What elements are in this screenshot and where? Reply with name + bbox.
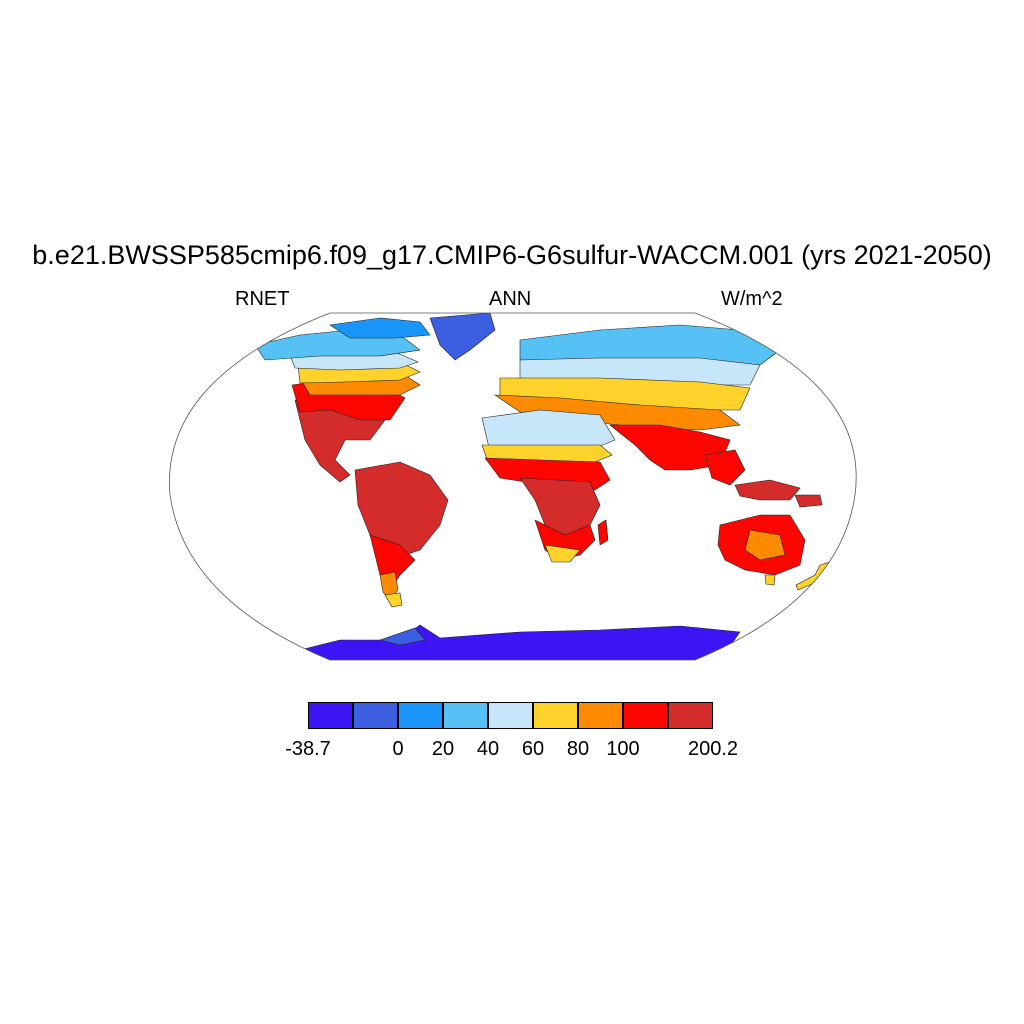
colorbar-swatch	[668, 702, 713, 729]
greenland	[429, 313, 496, 361]
colorbar-swatch	[578, 702, 623, 729]
south-america-north	[354, 461, 449, 561]
tasmania	[764, 574, 776, 586]
new-guinea	[794, 494, 823, 508]
land-masses	[254, 313, 831, 660]
arctic-islands	[329, 317, 431, 339]
colorbar-tick-label: 20	[431, 738, 455, 760]
antarctic-peninsula	[378, 627, 426, 646]
australia-interior	[744, 529, 786, 561]
colorbar-tick-label: 40	[476, 738, 500, 760]
season-label: ANN	[489, 288, 532, 310]
south-africa-tip	[544, 544, 581, 563]
south-asia	[609, 424, 731, 471]
colorbar-swatch	[623, 702, 668, 729]
colorbar-tick-label: 80	[566, 738, 590, 760]
plot-title: b.e21.BWSSP585cmip6.f09_g17.CMIP6-G6sulf…	[32, 240, 992, 270]
new-zealand	[795, 561, 831, 591]
map-border	[169, 312, 857, 661]
colorbar-swatch	[443, 702, 488, 729]
colorbar-swatch	[308, 702, 353, 729]
colorbar-swatch	[353, 702, 398, 729]
colorbar-tick-label: 0	[392, 738, 404, 760]
colorbar-tick-label: 60	[521, 738, 545, 760]
units-label: W/m^2	[721, 288, 783, 310]
colorbar-swatch	[398, 702, 443, 729]
colorbar-swatch	[488, 702, 533, 729]
colorbar-tick-label: 200.2	[687, 738, 739, 760]
madagascar	[597, 519, 609, 546]
variable-label: RNET	[235, 288, 290, 310]
colorbar-tick-label: 100	[606, 738, 640, 760]
colorbar-tick-label: -38.7	[285, 738, 331, 760]
tierra-del-fuego	[384, 592, 403, 608]
antarctica	[299, 624, 741, 660]
indochina	[704, 449, 746, 486]
indonesia	[734, 479, 801, 501]
colorbar-swatch	[533, 702, 578, 729]
